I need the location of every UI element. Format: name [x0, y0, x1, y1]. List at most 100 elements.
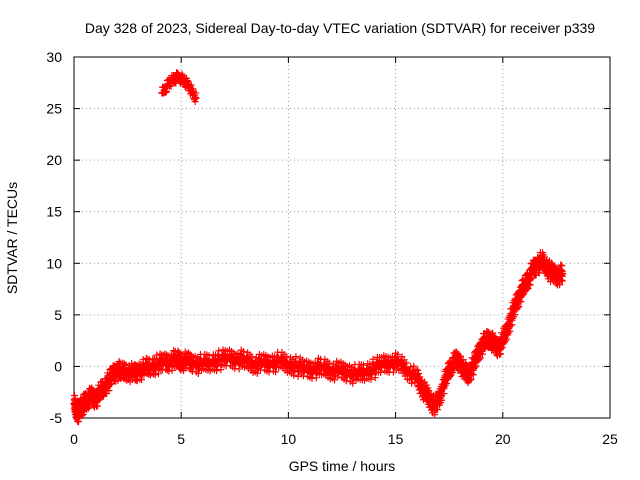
data-point-fill — [165, 367, 173, 375]
data-point-fill — [369, 355, 377, 363]
y-axis-title: SDTVAR / TECUs — [4, 182, 20, 294]
data-point-fill — [213, 367, 221, 375]
data-point-fill — [149, 355, 157, 363]
data-point-fill — [557, 261, 565, 269]
data-point-fill — [523, 285, 531, 293]
data-point-fill — [498, 343, 506, 351]
data-point-fill — [217, 366, 225, 374]
data-point-fill — [558, 262, 566, 270]
data-point-fill — [282, 352, 290, 360]
data-point-fill — [443, 379, 451, 387]
data-point-fill — [334, 373, 342, 381]
data-marks — [70, 69, 567, 426]
data-point-fill — [476, 354, 484, 362]
data-point-fill — [154, 370, 162, 378]
data-point-fill — [123, 376, 131, 384]
data-point-fill — [469, 371, 477, 379]
data-point-fill — [440, 390, 448, 398]
data-point-fill — [120, 360, 128, 368]
data-point-fill — [175, 349, 183, 357]
x-tick-label: 5 — [177, 431, 185, 447]
data-point-fill — [253, 369, 261, 377]
data-point-fill — [168, 366, 176, 374]
data-point-fill — [558, 277, 566, 285]
data-point-fill — [105, 387, 113, 395]
data-point-fill — [515, 302, 523, 310]
data-point-fill — [506, 327, 514, 335]
y-tick-label: 20 — [46, 152, 62, 168]
data-point-fill — [520, 290, 528, 298]
data-point-fill — [205, 352, 213, 360]
data-point-fill — [402, 359, 410, 367]
axis-ticks: 0 5 10 15 20 25 -5 0 5 10 15 20 25 30 — [46, 49, 618, 447]
data-point-fill — [471, 363, 479, 371]
x-tick-label: 15 — [388, 431, 404, 447]
data-point-fill — [183, 350, 191, 358]
data-point-fill — [248, 353, 256, 361]
data-point-fill — [368, 361, 376, 369]
data-point-fill — [517, 298, 525, 306]
chart-title: Day 328 of 2023, Sidereal Day-to-day VTE… — [85, 20, 595, 36]
data-point-fill — [558, 268, 566, 276]
y-tick-label: 15 — [46, 204, 62, 220]
data-point-fill — [438, 396, 446, 404]
data-point-fill — [367, 375, 375, 383]
y-tick-label: 0 — [54, 358, 62, 374]
data-point-fill — [167, 360, 175, 368]
y-tick-label: 10 — [46, 255, 62, 271]
data-point-fill — [291, 367, 299, 375]
data-point-fill — [151, 371, 159, 379]
data-point-fill — [325, 359, 333, 367]
data-point-fill — [524, 284, 532, 292]
data-point-fill — [194, 369, 202, 377]
data-point-fill — [184, 349, 192, 357]
data-point-fill — [122, 361, 130, 369]
data-point-fill — [414, 366, 422, 374]
data-point-fill — [312, 374, 320, 382]
data-point-fill — [511, 311, 519, 319]
data-point-fill — [142, 354, 150, 362]
data-point-fill — [394, 351, 402, 359]
data-point-fill — [415, 370, 423, 378]
data-point-fill — [342, 377, 350, 385]
data-point-fill — [526, 281, 534, 289]
series-main-track — [70, 249, 567, 426]
data-point-fill — [416, 373, 424, 381]
data-point-fill — [467, 375, 475, 383]
data-point-fill — [371, 374, 379, 382]
data-point-fill — [239, 357, 247, 365]
data-point-fill — [446, 373, 454, 381]
data-point-fill — [265, 368, 273, 376]
data-point-fill — [359, 361, 367, 369]
x-tick-label: 10 — [281, 431, 297, 447]
data-point-fill — [515, 296, 523, 304]
data-point-fill — [171, 362, 178, 370]
data-point-fill — [155, 364, 163, 372]
data-point-fill — [192, 89, 200, 97]
data-point-fill — [138, 376, 146, 384]
data-point-fill — [408, 379, 416, 387]
data-point-fill — [182, 364, 190, 372]
data-point-fill — [292, 353, 300, 361]
y-tick-label: 30 — [46, 49, 62, 65]
data-point-fill — [187, 81, 195, 89]
x-tick-label: 25 — [602, 431, 618, 447]
data-point-fill — [508, 321, 516, 329]
data-point-fill — [472, 362, 480, 370]
data-point-fill — [466, 376, 474, 384]
data-point-fill — [148, 369, 156, 377]
data-point-fill — [272, 368, 280, 376]
data-point-fill — [183, 77, 191, 85]
x-tick-label: 20 — [495, 431, 511, 447]
data-point-fill — [142, 369, 150, 377]
data-point-fill — [215, 347, 223, 355]
data-point-fill — [497, 350, 505, 358]
x-axis-title: GPS time / hours — [289, 458, 396, 474]
data-point-fill — [389, 368, 397, 376]
data-point-fill — [412, 365, 420, 373]
data-point-fill — [178, 70, 186, 78]
data-point-fill — [290, 371, 298, 379]
x-tick-label: 0 — [70, 431, 78, 447]
data-point-fill — [501, 337, 509, 345]
